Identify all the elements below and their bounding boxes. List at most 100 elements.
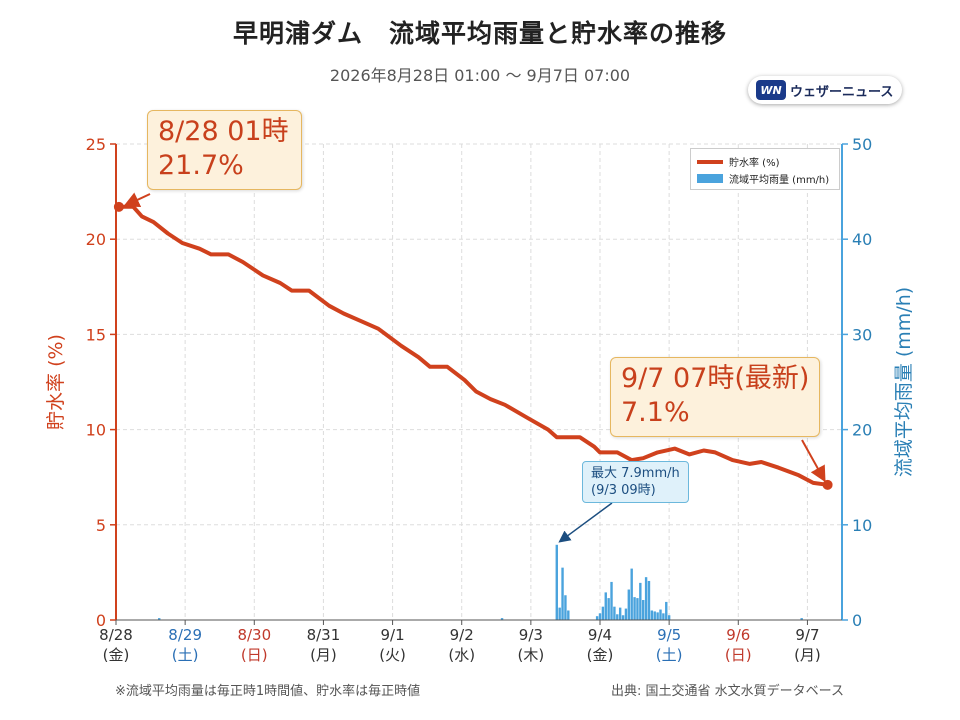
rain-bar: [662, 613, 665, 620]
rain-bar: [644, 577, 648, 620]
legend-storage-swatch: [697, 159, 723, 164]
x-tick-weekday-label: (火): [379, 646, 406, 664]
y-left-tick-label: 25: [86, 135, 106, 154]
weathernews-logo: WN ウェザーニュース: [748, 76, 902, 104]
x-tick-weekday-label: (水): [448, 646, 475, 664]
storage-line: [116, 204, 830, 487]
rain-bar: [561, 567, 564, 620]
rain-bar: [647, 580, 651, 620]
x-tick-date-label: 8/30: [237, 626, 271, 644]
storage-start-marker: [113, 201, 124, 212]
data-source: 出典: 国土交通省 水文水質データベース: [611, 684, 844, 699]
callout-max-rain-value: 最大 7.9mm/h: [591, 466, 680, 481]
callout-latest-percent: 7.1%: [621, 397, 690, 428]
callout-max-rain: 最大 7.9mm/h (9/3 09時): [582, 461, 689, 503]
y-right-tick-label: 50: [852, 135, 872, 154]
rain-bar: [607, 598, 610, 620]
rain-bar: [616, 614, 619, 620]
y-right-tick-label: 20: [852, 421, 872, 440]
rain-bar: [665, 601, 668, 620]
x-tick-date-label: 9/1: [381, 626, 405, 644]
rain-bar: [642, 600, 645, 620]
storage-latest-marker: [822, 479, 833, 490]
y-right-tick-label: 10: [852, 516, 872, 535]
rain-bar: [621, 615, 625, 620]
callout-start-percent: 21.7%: [158, 150, 244, 181]
x-tick-date-label: 9/7: [795, 626, 819, 644]
footnote: ※流域平均雨量は毎正時1時間値、貯水率は毎正時値: [115, 684, 421, 699]
rain-bar: [555, 544, 558, 620]
rain-bar: [595, 616, 599, 620]
rain-bar: [627, 589, 631, 620]
rain-bar: [639, 582, 642, 620]
rain-bar: [613, 606, 616, 620]
y-left-tick-label: 10: [86, 421, 106, 440]
rain-bar: [610, 581, 613, 620]
chart-subtitle: 2026年8月28日 01:00 〜 9月7日 07:00: [329, 66, 631, 85]
x-tick-date-label: 9/4: [588, 626, 612, 644]
rain-bar: [653, 611, 656, 620]
y-right-tick-label: 40: [852, 230, 872, 249]
rain-bar: [601, 606, 605, 620]
rain-bar: [158, 618, 161, 620]
x-tick-date-label: 9/3: [519, 626, 543, 644]
callout-max-rain-time: (9/3 09時): [591, 483, 656, 498]
chart-title: 早明浦ダム 流域平均雨量と貯水率の推移: [232, 19, 727, 48]
y-right-axis-title: 流域平均雨量 (mm/h): [893, 287, 915, 477]
rain-bar: [630, 568, 633, 620]
y-left-tick-label: 0: [96, 611, 106, 630]
x-tick-weekday-label: (日): [241, 646, 268, 664]
rain-bar: [636, 598, 639, 620]
legend-item-rain: 流域平均雨量 (mm/h): [697, 171, 829, 186]
y-left-tick-label: 20: [86, 230, 106, 249]
rain-bar: [624, 608, 628, 620]
callout-max-rain-arrow: [558, 502, 613, 543]
x-tick-weekday-label: (月): [310, 646, 337, 664]
legend-item-storage: 貯水率 (%): [697, 154, 779, 169]
x-tick-date-label: 8/29: [168, 626, 202, 644]
legend-rain-swatch: [697, 174, 723, 183]
rain-bar: [598, 613, 602, 620]
weathernews-logo-icon: WN: [756, 80, 786, 100]
callout-latest-time: 9/7 07時(最新): [621, 363, 810, 394]
x-tick-date-label: 8/28: [99, 626, 133, 644]
rain-bar: [604, 592, 607, 620]
rain-bar: [650, 610, 654, 620]
y-right-tick-label: 30: [852, 325, 872, 344]
rain-bar: [564, 595, 567, 620]
rain-bar: [659, 609, 662, 620]
rain-bar: [558, 607, 561, 620]
x-tick-weekday-label: (木): [517, 646, 544, 664]
callout-start-arrow: [123, 192, 151, 207]
callout-start-value: 8/28 01時 21.7%: [147, 110, 302, 190]
legend-rain-label: 流域平均雨量 (mm/h): [729, 175, 830, 186]
y-left-tick-label: 5: [96, 516, 106, 535]
y-left-axis-title: 貯水率 (%): [45, 334, 67, 430]
x-tick-date-label: 9/5: [657, 626, 681, 644]
callout-latest-value: 9/7 07時(最新) 7.1%: [610, 357, 821, 437]
x-tick-date-label: 9/6: [726, 626, 750, 644]
callout-latest-arrow: [801, 439, 826, 483]
rain-bar: [500, 618, 504, 620]
x-tick-weekday-label: (土): [172, 646, 199, 664]
rain-bar: [567, 610, 570, 620]
legend-storage-label: 貯水率 (%): [729, 158, 780, 169]
y-left-tick-label: 15: [86, 325, 106, 344]
rain-bar: [656, 612, 659, 620]
x-tick-weekday-label: (金): [587, 646, 614, 664]
x-tick-date-label: 8/31: [307, 626, 341, 644]
callout-start-time: 8/28 01時: [158, 116, 289, 147]
rain-bar: [667, 615, 671, 620]
rain-bar: [618, 607, 622, 620]
x-tick-weekday-label: (月): [794, 646, 821, 664]
x-tick-weekday-label: (金): [103, 646, 130, 664]
weathernews-logo-text: ウェザーニュース: [790, 84, 894, 100]
rain-bar: [800, 618, 803, 620]
x-tick-weekday-label: (土): [656, 646, 683, 664]
rain-bar: [633, 597, 636, 620]
chart-legend: 貯水率 (%) 流域平均雨量 (mm/h): [690, 148, 840, 190]
y-right-tick-label: 0: [852, 611, 862, 630]
x-tick-weekday-label: (日): [725, 646, 752, 664]
x-tick-date-label: 9/2: [450, 626, 474, 644]
